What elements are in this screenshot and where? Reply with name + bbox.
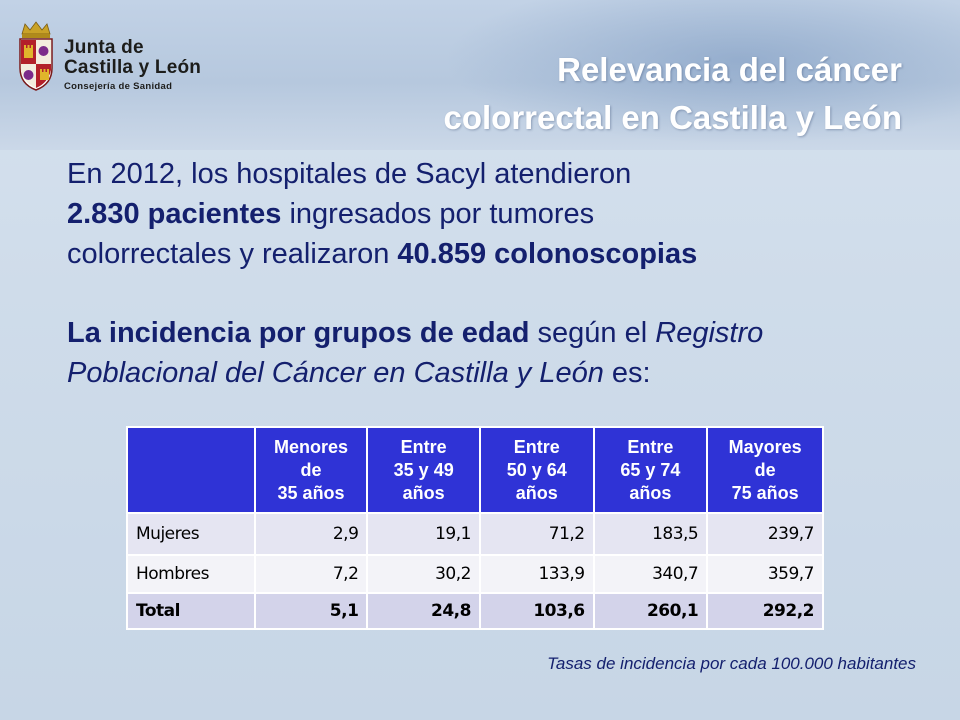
paragraph-1: En 2012, los hospitales de Sacyl atendie… — [67, 154, 937, 274]
table-row-men: Hombres 7,2 30,2 133,9 340,7 359,7 — [126, 554, 824, 594]
table-cell: 30,2 — [366, 554, 481, 594]
p1-patients-count: 2.830 pacientes — [67, 198, 282, 230]
p1-colonoscopies-count: 40.859 colonoscopias — [397, 238, 698, 270]
title-line-1: Relevancia del cáncer — [557, 51, 902, 88]
table-header-50-64: Entre 50 y 64 años — [478, 426, 595, 514]
table-header-over-75: Mayores de 75 años — [706, 426, 824, 514]
table-cell: 183,5 — [592, 512, 709, 556]
row-label: Hombres — [126, 554, 256, 594]
table-cell: 7,2 — [253, 554, 369, 594]
p2-registry-2: Poblacional del Cáncer en Castilla y Leó… — [67, 357, 604, 389]
table-cell: 359,7 — [706, 554, 824, 594]
logo-line-1: Junta de — [64, 37, 144, 58]
logo-subtitle: Consejería de Sanidad — [64, 81, 173, 92]
table-cell: 292,2 — [706, 592, 824, 630]
p2-text-5: es: — [603, 357, 651, 389]
table-header-row: Menores de 35 años Entre 35 y 49 años Entre 5… — [126, 426, 824, 514]
table-cell: 5,1 — [253, 592, 369, 630]
table-cell: 239,7 — [706, 512, 824, 556]
table-header-65-74: Entre 65 y 74 años — [592, 426, 709, 514]
table-header-empty — [126, 426, 256, 514]
table-cell: 2,9 — [253, 512, 369, 556]
incidence-table: Menores de 35 años Entre 35 y 49 años Entre 5… — [126, 426, 824, 630]
p2-registry-1: Registro — [655, 317, 764, 349]
p1-text-1: En 2012, los hospitales de Sacyl atendie… — [67, 158, 632, 190]
body-text: En 2012, los hospitales de Sacyl atendie… — [67, 154, 937, 393]
table-row-women: Mujeres 2,9 19,1 71,2 183,5 239,7 — [126, 512, 824, 556]
table-header-35-49: Entre 35 y 49 años — [366, 426, 481, 514]
p2-text-2: según el — [529, 317, 656, 349]
institution-logo: Junta de Castilla y León Consejería de S… — [14, 20, 224, 110]
table-cell: 24,8 — [366, 592, 481, 630]
table-row-total: Total 5,1 24,8 103,6 260,1 292,2 — [126, 592, 824, 630]
table-header-under-35: Menores de 35 años — [253, 426, 369, 514]
paragraph-2: La incidencia por grupos de edad según e… — [67, 313, 937, 393]
table-cell: 19,1 — [366, 512, 481, 556]
p1-text-3: ingresados por tumores — [281, 198, 595, 230]
p2-bold-text: La incidencia por grupos de edad — [67, 317, 530, 349]
header-band — [0, 0, 960, 150]
row-label: Mujeres — [126, 512, 256, 556]
coat-of-arms-icon — [19, 21, 53, 91]
table-cell: 340,7 — [592, 554, 709, 594]
row-label: Total — [126, 592, 256, 630]
table-cell: 260,1 — [592, 592, 709, 630]
p1-text-4: colorrectales y realizaron — [67, 238, 398, 270]
title-line-2: colorrectal en Castilla y León — [443, 99, 903, 136]
logo-line-2: Castilla y León — [64, 57, 202, 78]
table-footnote: Tasas de incidencia por cada 100.000 hab… — [547, 654, 916, 673]
table-cell: 133,9 — [478, 554, 595, 594]
table-cell: 71,2 — [478, 512, 595, 556]
table-cell: 103,6 — [478, 592, 595, 630]
slide-title: Relevancia del cáncer colorrectal en Cas… — [444, 46, 903, 142]
